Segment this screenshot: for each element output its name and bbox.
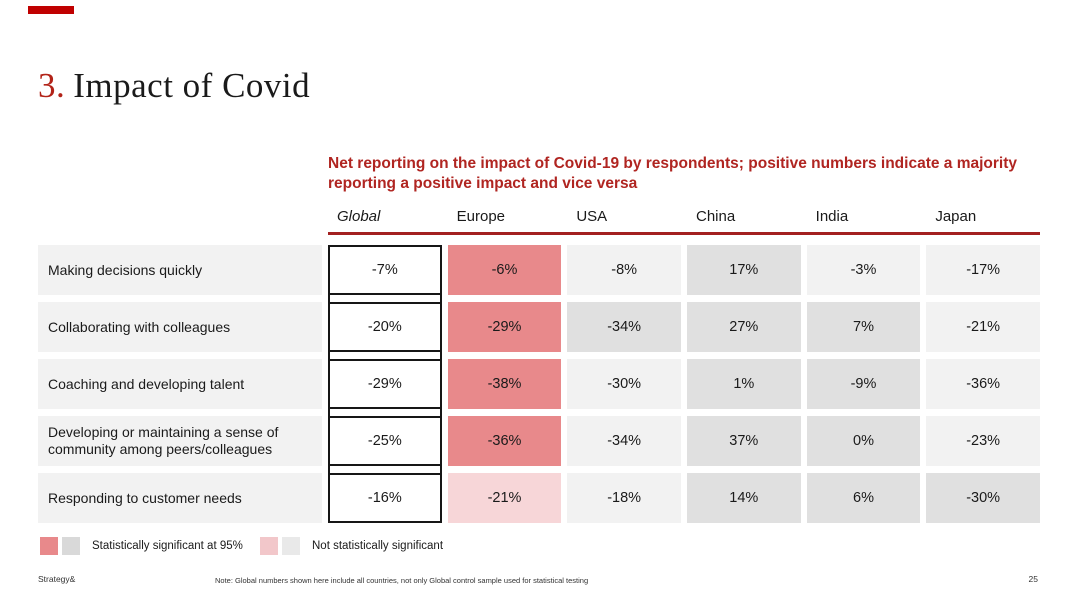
table-cell: -9% — [806, 359, 921, 409]
column-header-global: Global — [337, 207, 381, 225]
table-cell: -25% — [328, 416, 442, 473]
table-cell: 0% — [806, 416, 921, 466]
table-cell: 1% — [686, 359, 801, 409]
table-cell: -36% — [926, 359, 1040, 409]
page-number: 25 — [1028, 574, 1038, 584]
table-cell: -16% — [328, 473, 442, 523]
table-cell: -23% — [926, 416, 1040, 466]
title-number: 3. — [38, 66, 66, 105]
legend-not-significant: Not statistically significant — [260, 537, 443, 555]
row-label: Developing or maintaining a sense of com… — [38, 416, 322, 466]
table-cell: -34% — [567, 416, 681, 466]
brand-wordmark: Strategy& — [38, 574, 76, 584]
table-cell: -29% — [447, 302, 562, 352]
column-header-europe: Europe — [456, 207, 506, 225]
table-cell: 17% — [686, 245, 801, 295]
accent-bar — [28, 6, 74, 14]
legend-swatch-red — [40, 537, 58, 555]
legend-swatch-lightgray — [282, 537, 300, 555]
column-header-japan: Japan — [935, 207, 977, 225]
table-cell: -7% — [328, 245, 442, 302]
table-caption: Net reporting on the impact of Covid-19 … — [328, 154, 1017, 193]
legend-label: Not statistically significant — [312, 540, 444, 552]
caption-line-1: Net reporting on the impact of Covid-19 … — [328, 155, 1018, 172]
table-cell: 14% — [686, 473, 801, 523]
table-cell: 7% — [806, 302, 921, 352]
row-label: Collaborating with colleagues — [38, 302, 322, 352]
table-cell: -29% — [328, 359, 442, 416]
data-table: Global Europe USA China India Japan Maki… — [38, 203, 1040, 523]
legend-label: Statistically significant at 95% — [92, 540, 243, 552]
table-cell: -36% — [447, 416, 562, 466]
page-title: 3. Impact of Covid — [38, 64, 310, 108]
table-cell: 37% — [686, 416, 801, 466]
table-cell: -38% — [447, 359, 562, 409]
table-cell: -8% — [567, 245, 681, 295]
caption-line-2: reporting a positive impact and vice ver… — [328, 174, 638, 192]
column-header-china: China — [695, 207, 736, 225]
table-cell: -30% — [567, 359, 681, 409]
table-cell: -3% — [806, 245, 921, 295]
table-cell: -21% — [447, 473, 562, 523]
table-cell: -34% — [567, 302, 681, 352]
header-underline — [328, 232, 1040, 235]
footer-note: Note: Global numbers shown here include … — [215, 576, 589, 585]
table-cell: -21% — [926, 302, 1040, 352]
table-cell: -18% — [567, 473, 681, 523]
table-cell: 6% — [806, 473, 921, 523]
table-cell: 27% — [686, 302, 801, 352]
column-header-usa: USA — [576, 207, 608, 225]
table-header-row: Global Europe USA China India Japan — [38, 203, 1040, 229]
row-label: Coaching and developing talent — [38, 359, 322, 409]
column-header-india: India — [815, 207, 849, 225]
table-cell: -17% — [926, 245, 1040, 295]
row-label: Responding to customer needs — [38, 473, 322, 523]
table-cell: -20% — [328, 302, 442, 359]
table-cell: -30% — [926, 473, 1040, 523]
legend-swatch-gray — [62, 537, 80, 555]
title-text: Impact of Covid — [73, 66, 311, 105]
row-label: Making decisions quickly — [38, 245, 322, 295]
legend-swatch-pink — [260, 537, 278, 555]
table-body: Making decisions quickly -7% -6% -8% 17%… — [38, 245, 1040, 523]
table-cell: -6% — [447, 245, 562, 295]
legend-significant: Statistically significant at 95% — [40, 537, 243, 555]
